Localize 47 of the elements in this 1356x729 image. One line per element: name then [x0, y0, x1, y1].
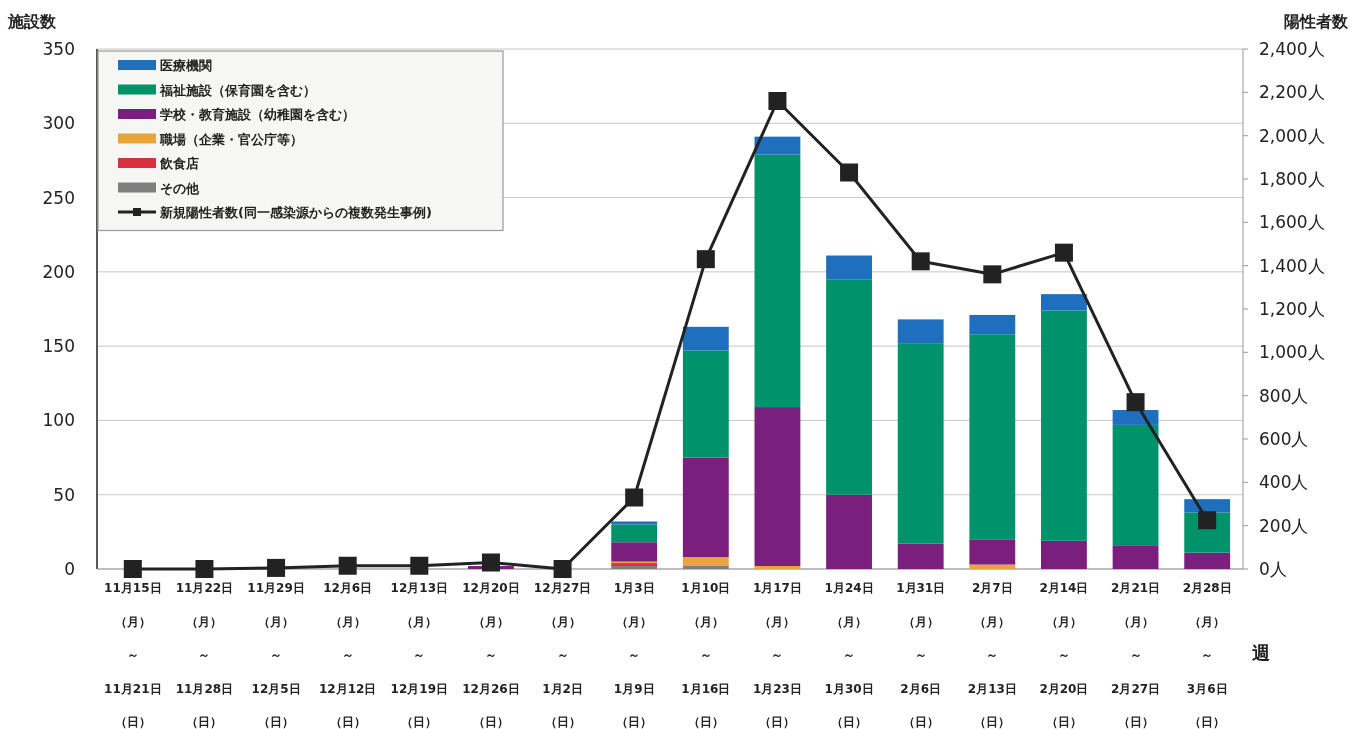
y2-tick-label: 2,200人 [1259, 82, 1325, 103]
y2-tick-label: 2,400人 [1259, 39, 1325, 59]
category-label: 12月13日（月）～12月19日（日） [390, 581, 449, 729]
category-label: 11月15日（月）～11月21日（日） [104, 581, 162, 729]
legend-label: 福祉施設（保育園を含む） [159, 82, 316, 98]
x-axis-title: 週 [1251, 642, 1270, 663]
y2-axis-title: 陽性者数 [1284, 12, 1349, 31]
y-tick-label: 150 [42, 336, 75, 357]
legend-label: 職場（企業・官公庁等） [159, 131, 303, 147]
y2-tick-label: 200人 [1259, 515, 1309, 536]
y2-tick-label: 800人 [1259, 385, 1309, 406]
y-tick-label: 250 [42, 187, 75, 208]
category-label: 11月22日（月）～11月28日（日） [175, 581, 234, 729]
y-tick-label: 0 [64, 559, 75, 579]
y2-tick-label: 1,200人 [1259, 299, 1325, 319]
category-label: 2月28日（月）～3月6日（日） [1182, 581, 1232, 729]
y2-tick-label: 1,000人 [1259, 342, 1325, 363]
category-label: 1月24日（月）～1月30日（日） [824, 581, 874, 729]
category-label: 1月31日（月）～2月6日（日） [896, 581, 946, 729]
y-tick-label: 350 [42, 39, 75, 59]
legend-label: 新規陽性者数(同一感染源からの複数発生事例) [159, 205, 432, 220]
category-label: 2月7日（月）～2月13日（日） [967, 581, 1017, 729]
y2-tick-label: 600人 [1259, 429, 1309, 449]
y2-tick-label: 1,400人 [1259, 255, 1325, 276]
y-tick-label: 100 [42, 410, 75, 431]
category-label: 12月27日（月）～1月2日（日） [533, 581, 592, 729]
y2-tick-label: 400人 [1259, 472, 1309, 493]
category-label: 2月14日（月）～2月20日（日） [1039, 581, 1089, 729]
category-label: 1月17日（月）～1月23日（日） [752, 581, 802, 729]
category-label: 12月6日（月）～12月12日（日） [318, 581, 377, 729]
y-tick-label: 200 [42, 261, 75, 282]
category-label: 2月21日（月）～2月27日（日） [1111, 581, 1161, 729]
category-label: 12月20日（月）～12月26日（日） [462, 581, 520, 729]
y-tick-label: 300 [42, 113, 75, 134]
category-label: 1月10日（月）～1月16日（日） [681, 581, 731, 729]
y2-tick-label: 1,600人 [1259, 212, 1325, 233]
y-axis-title: 施設数 [7, 12, 57, 31]
legend-label: 医療機関 [160, 58, 212, 73]
y2-tick-label: 1,800人 [1259, 169, 1325, 189]
y2-tick-label: 0人 [1259, 559, 1287, 579]
y2-tick-label: 2,000人 [1259, 125, 1325, 146]
category-label: 11月29日（月）～12月5日（日） [247, 581, 305, 729]
category-label: 1月3日（月）～1月9日（日） [613, 581, 655, 729]
legend-label: その他 [160, 180, 200, 196]
y-tick-label: 50 [53, 484, 75, 505]
legend-label: 学校・教育施設（幼稚園を含む） [160, 107, 355, 122]
legend-label: 飲食店 [159, 156, 199, 171]
